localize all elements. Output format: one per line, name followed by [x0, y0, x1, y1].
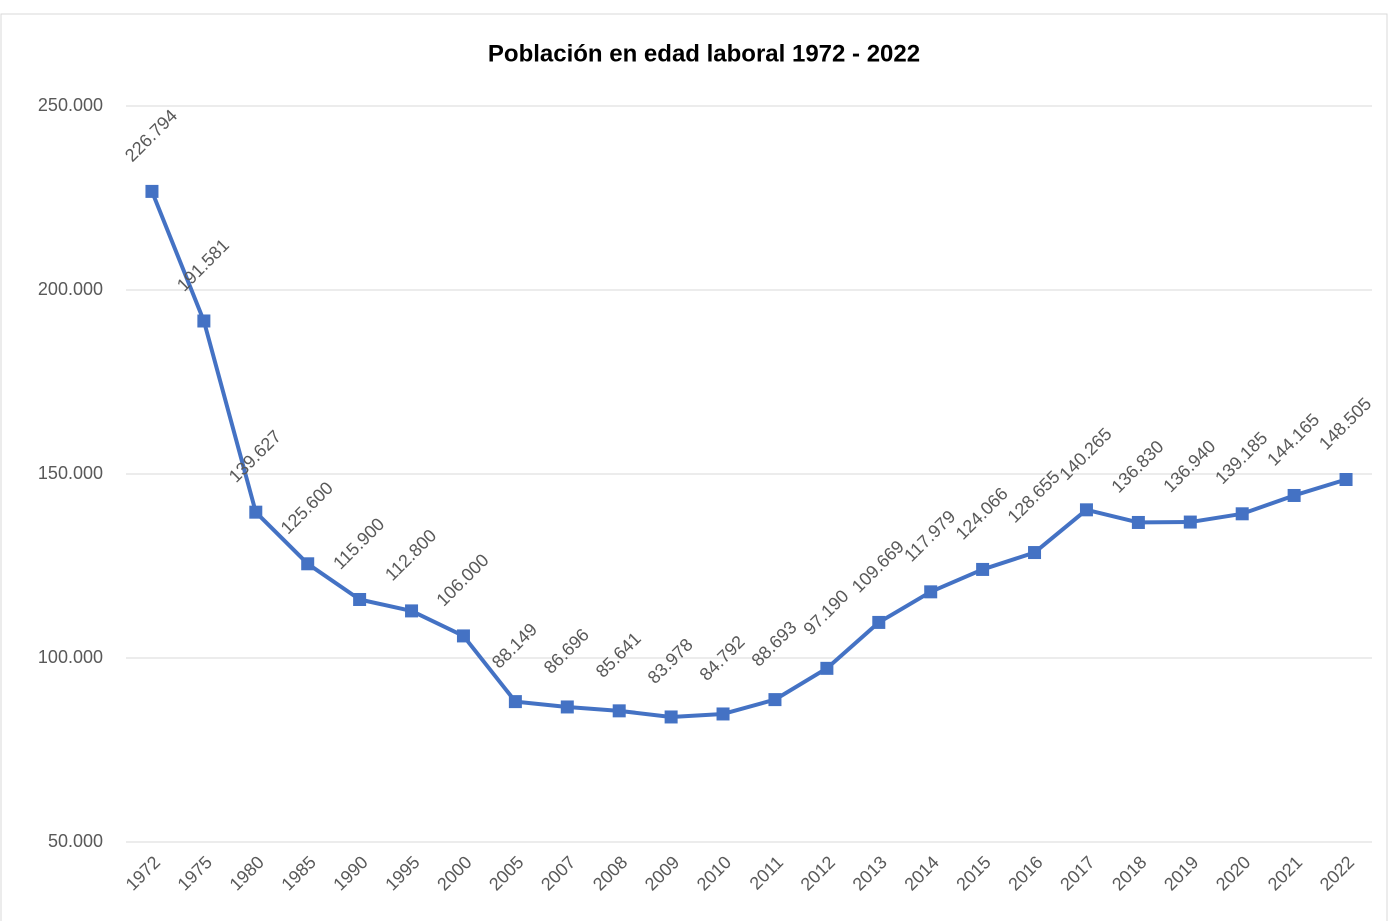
y-tick-label: 100.000: [38, 647, 103, 667]
y-tick-label: 150.000: [38, 463, 103, 483]
marker: [976, 562, 990, 576]
marker: [1028, 546, 1042, 560]
line: [150, 190, 1347, 719]
marker: [560, 700, 574, 714]
chart-title: Población en edad laboral 1972 - 2022: [488, 40, 920, 67]
marker: [405, 604, 419, 618]
marker: [1079, 503, 1093, 517]
marker: [664, 710, 678, 724]
marker: [1235, 507, 1249, 521]
marker: [508, 695, 522, 709]
y-tick-label: 50.000: [48, 831, 103, 851]
marker: [820, 661, 834, 675]
marker: [197, 314, 211, 328]
marker: [1131, 515, 1145, 529]
marker: [145, 184, 159, 198]
marker: [1287, 488, 1301, 502]
marker: [716, 707, 730, 721]
marker: [872, 615, 886, 629]
marker: [353, 592, 367, 606]
marker: [301, 557, 315, 571]
marker: [249, 505, 263, 519]
y-tick-label: 200.000: [38, 279, 103, 299]
y-tick-label: 250.000: [38, 95, 103, 115]
marker: [924, 585, 938, 599]
marker: [768, 693, 782, 707]
marker: [1339, 473, 1353, 487]
chart-frame: [0, 13, 1388, 921]
marker: [456, 629, 470, 643]
marker: [1183, 515, 1197, 529]
marker: [612, 704, 626, 718]
